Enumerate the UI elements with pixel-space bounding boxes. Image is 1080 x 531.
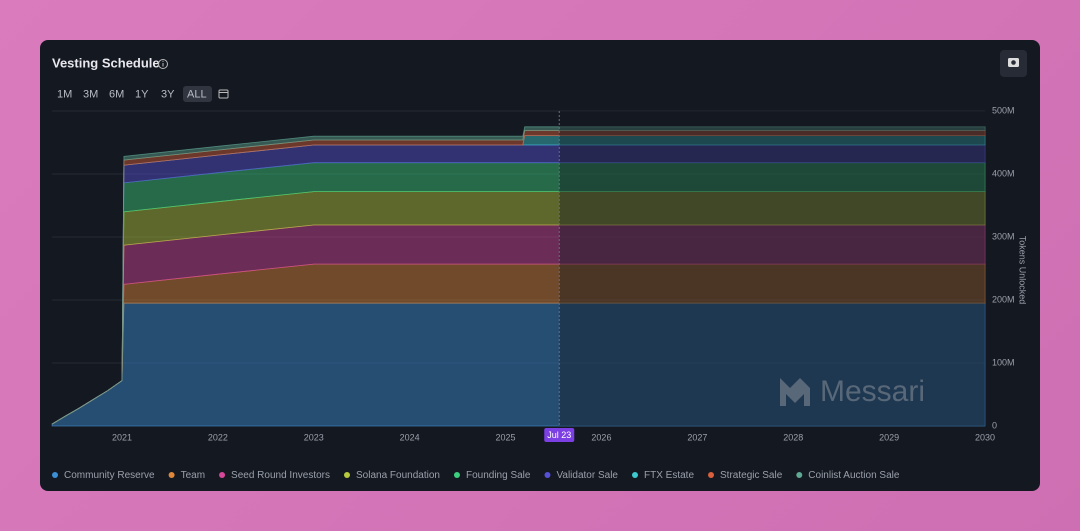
legend-dot [168,472,175,478]
legend-label[interactable]: Strategic Sale [720,470,783,481]
card [40,40,1040,491]
x-tick-label: 2024 [400,432,420,442]
camera-button[interactable] [1000,50,1027,77]
calendar-icon[interactable] [218,89,229,99]
legend-label[interactable]: Founding Sale [466,470,531,481]
legend-label[interactable]: Solana Foundation [356,470,440,481]
area [51,126,986,425]
legend-dot [52,472,58,478]
y-tick-label: 200M [992,294,1015,304]
legend-label[interactable]: Validator Sale [556,470,618,481]
range-button[interactable]: 3M [83,88,98,100]
watermark: Messari [820,375,925,408]
info-icon[interactable] [158,59,168,69]
y-tick-label: 400M [992,168,1015,178]
y-tick-label: 300M [992,231,1015,241]
legend-dot [344,472,350,478]
range-button-bg [183,86,212,102]
y-axis-label: Tokens Unlocked [1018,236,1028,305]
y-tick-label: 500M [992,105,1015,115]
legend-label[interactable]: Coinlist Auction Sale [808,470,900,481]
x-tick-label: 2022 [208,432,228,442]
legend-dot [796,472,803,478]
x-tick-label: 2025 [496,432,516,442]
legend-dot [219,472,226,478]
watermark-logo [780,378,810,406]
legend-label[interactable]: FTX Estate [644,470,694,481]
x-tick-label: 2030 [975,432,995,442]
legend-dot [453,472,460,478]
legend-label[interactable]: Seed Round Investors [231,470,330,481]
chart-title: Vesting Schedule [52,55,160,70]
legend-dot [632,472,638,478]
range-button[interactable]: 6M [109,88,124,100]
range-button[interactable]: ALL [187,88,207,100]
marker-label: Jul 23 [547,430,571,440]
x-tick-label: 2023 [304,432,324,442]
range-button[interactable]: 1Y [135,88,149,100]
x-tick-label: 2026 [591,432,611,442]
legend-dot [544,472,551,478]
marker-label-bg [544,428,575,442]
range-button[interactable]: 1M [57,88,72,100]
future-shade [559,111,985,426]
x-tick-label: 2021 [112,432,132,442]
legend-dot [708,472,715,478]
range-button[interactable]: 3Y [161,88,175,100]
legend-label[interactable]: Team [181,470,205,481]
x-tick-label: 2027 [687,432,707,442]
x-tick-label: 2029 [879,432,899,442]
x-tick-label: 2028 [783,432,803,442]
y-tick-label: 100M [992,357,1015,367]
y-tick-label: 0 [992,420,997,430]
legend-label[interactable]: Community Reserve [64,470,155,481]
